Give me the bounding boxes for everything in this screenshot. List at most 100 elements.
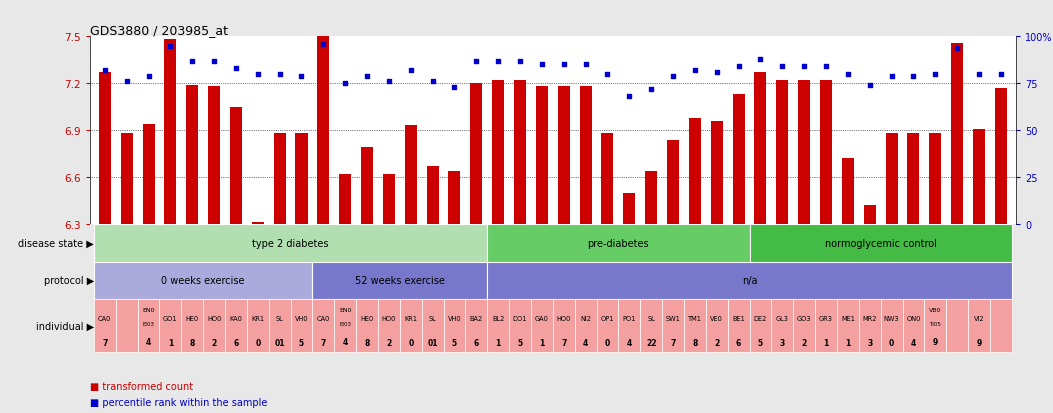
Text: KA0: KA0 [230, 316, 242, 322]
Point [293, 73, 310, 80]
Text: 0: 0 [409, 338, 414, 347]
Bar [902, 299, 925, 352]
Bar [947, 299, 968, 352]
Text: 9: 9 [933, 337, 938, 346]
Text: VE0: VE0 [711, 316, 723, 322]
Bar [536, 87, 548, 224]
Text: 0: 0 [889, 338, 894, 347]
Bar [706, 299, 728, 352]
Point [184, 58, 201, 65]
Point [992, 71, 1009, 78]
Bar [274, 134, 285, 224]
Point [272, 71, 289, 78]
Text: PO1: PO1 [622, 316, 636, 322]
Text: 1: 1 [539, 338, 544, 347]
Text: 1: 1 [167, 338, 173, 347]
Text: VH0: VH0 [448, 316, 461, 322]
Bar [225, 299, 246, 352]
Text: DO1: DO1 [513, 316, 528, 322]
Point [402, 68, 419, 74]
Bar [230, 107, 242, 224]
Point [534, 62, 551, 69]
Text: 6: 6 [234, 338, 239, 347]
Bar [269, 299, 291, 352]
Bar [618, 299, 640, 352]
Bar [995, 89, 1007, 224]
Bar [776, 81, 789, 224]
Text: HO0: HO0 [206, 316, 221, 322]
Text: protocol ▶: protocol ▶ [43, 275, 94, 286]
Text: 2: 2 [212, 338, 217, 347]
Text: 22: 22 [645, 338, 656, 347]
Bar [684, 299, 706, 352]
Bar [640, 299, 662, 352]
Text: 8: 8 [190, 338, 195, 347]
Bar [142, 125, 155, 224]
Bar [383, 175, 395, 224]
Text: 7: 7 [102, 338, 107, 347]
Bar [186, 85, 198, 224]
Bar [488, 224, 750, 262]
Bar [662, 299, 684, 352]
Point [227, 66, 244, 72]
Point [205, 58, 222, 65]
Text: EN0: EN0 [339, 308, 352, 313]
Bar [930, 134, 941, 224]
Bar [990, 299, 1012, 352]
Point [817, 64, 834, 71]
Text: 7: 7 [561, 338, 567, 347]
Text: CA0: CA0 [317, 316, 330, 322]
Text: 1: 1 [496, 338, 501, 347]
Bar [531, 299, 553, 352]
Point [97, 68, 114, 74]
Text: HO0: HO0 [557, 316, 571, 322]
Text: TI05: TI05 [930, 321, 941, 326]
Text: 8: 8 [692, 338, 697, 347]
Text: SL: SL [276, 316, 283, 322]
Bar [138, 299, 159, 352]
Point [839, 71, 856, 78]
Text: BL2: BL2 [492, 316, 504, 322]
Point [380, 79, 397, 85]
Bar [863, 206, 876, 224]
Text: 9: 9 [976, 338, 981, 347]
Bar [859, 299, 880, 352]
Bar [426, 167, 439, 224]
Point [774, 64, 791, 71]
Bar [443, 299, 465, 352]
Point [577, 62, 594, 69]
Text: KR1: KR1 [404, 316, 417, 322]
Text: 4: 4 [146, 337, 152, 346]
Point [709, 69, 726, 76]
Point [971, 71, 988, 78]
Bar [841, 159, 854, 224]
Bar [973, 129, 985, 224]
Point [490, 58, 506, 65]
Point [512, 58, 529, 65]
Bar [94, 224, 488, 262]
Bar [116, 299, 138, 352]
Text: SW1: SW1 [665, 316, 680, 322]
Text: 2: 2 [386, 338, 392, 347]
Point [927, 71, 943, 78]
Bar [488, 299, 509, 352]
Bar [296, 134, 307, 224]
Text: TM1: TM1 [688, 316, 701, 322]
Bar [711, 121, 722, 224]
Bar [404, 126, 417, 224]
Text: 4: 4 [583, 338, 589, 347]
Text: 2: 2 [801, 338, 807, 347]
Text: MR2: MR2 [862, 316, 877, 322]
Bar [886, 134, 897, 224]
Text: 4: 4 [342, 337, 347, 346]
Text: VB0: VB0 [929, 308, 941, 313]
Bar [291, 299, 313, 352]
Text: 7: 7 [321, 338, 326, 347]
Text: n/a: n/a [741, 275, 757, 286]
Text: normoglycemic control: normoglycemic control [824, 238, 936, 248]
Point [949, 45, 966, 52]
Point [687, 68, 703, 74]
Bar [597, 299, 618, 352]
Text: VH0: VH0 [295, 316, 309, 322]
Bar [908, 134, 919, 224]
